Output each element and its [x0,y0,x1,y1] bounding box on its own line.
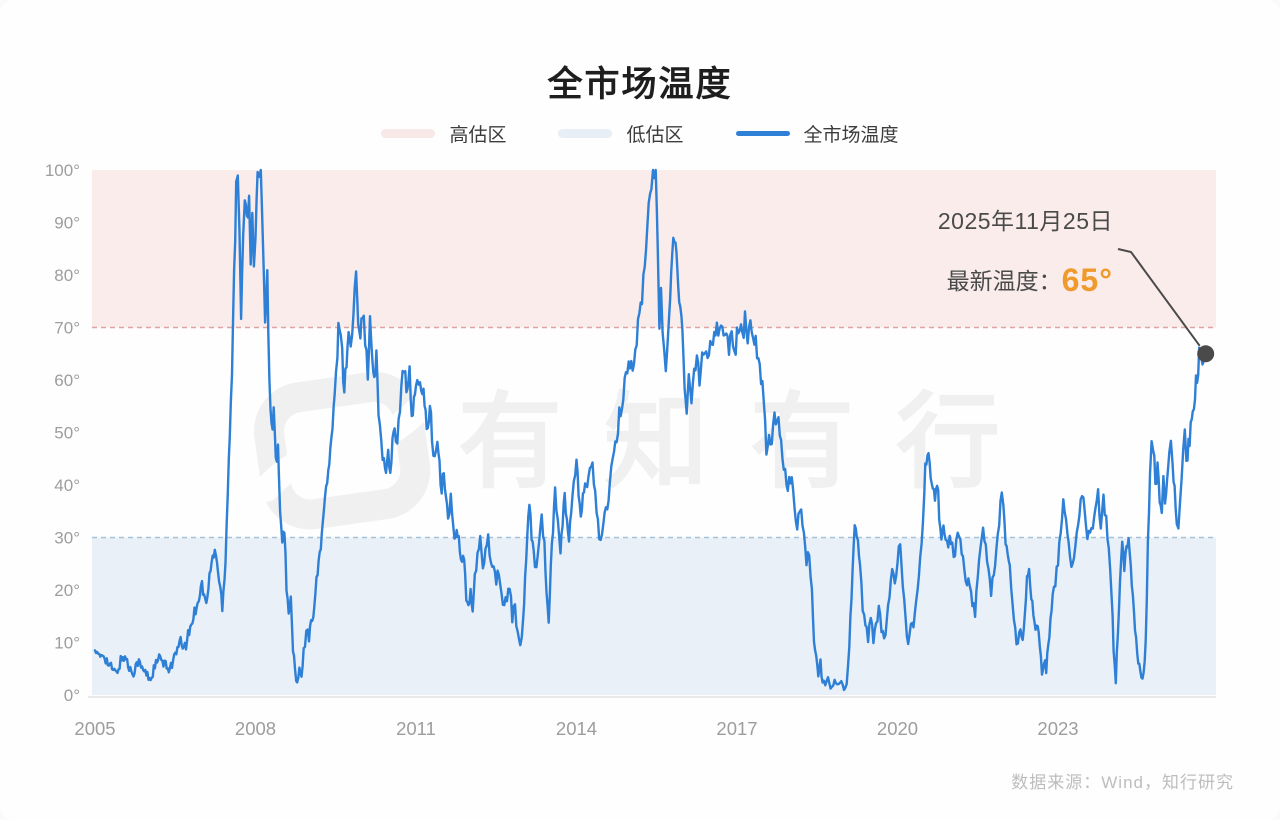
latest-temperature-label: 最新温度： [946,268,1062,294]
x-axis-tick-label: 2011 [396,718,436,739]
legend-label: 高估区 [449,125,507,146]
y-axis-tick-label: 50° [54,424,80,443]
latest-annotation: 2025年11月25日 最新温度：65° [938,202,1113,299]
y-axis-tick-label: 80° [54,266,80,285]
y-axis-tick-label: 0° [64,686,80,705]
x-axis-tick-label: 2017 [716,718,757,739]
latest-date: 2025年11月25日 [937,208,1113,234]
annotation-callout-line [1117,248,1201,347]
data-source-note: 数据来源：Wind，知行研究 [1011,773,1234,792]
latest-temperature: 最新温度：65° [938,262,1113,299]
legend-label: 低估区 [626,125,684,146]
x-axis-tick-label: 2020 [877,718,918,739]
overvalued-zone-band [92,170,1216,328]
x-axis-tick-label: 2023 [1037,718,1078,739]
chart-legend: 高估区 低估区 全市场温度 [0,120,1280,147]
latest-point-marker [1197,345,1215,363]
legend-item-undervalued-zone[interactable]: 低估区 [558,120,684,147]
chart-title: 全市场温度 [547,65,733,104]
temperature-line [93,168,1207,692]
watermark-logo-icon [253,371,433,530]
undervalued-zone-band [92,537,1216,695]
legend-item-temperature-line[interactable]: 全市场温度 [735,120,899,147]
temperature-line-swatch [735,131,790,136]
x-axis-tick-label: 2005 [74,718,115,739]
x-axis-tick-label: 2014 [556,718,597,739]
y-axis-tick-label: 40° [54,476,80,495]
y-axis-tick-label: 90° [54,214,80,233]
undervalued-zone-swatch [558,129,613,138]
y-axis-tick-label: 100° [45,161,80,180]
y-axis-tick-label: 30° [54,529,80,548]
y-axis-tick-label: 20° [54,581,80,600]
y-axis-tick-label: 10° [54,634,80,653]
overvalued-zone-swatch [381,129,436,138]
legend-item-overvalued-zone[interactable]: 高估区 [381,120,506,147]
legend-label: 全市场温度 [803,125,899,146]
watermark-text: 有知有行 [458,385,1042,501]
y-axis-tick-label: 70° [54,319,80,338]
x-axis-tick-label: 2008 [235,718,276,739]
latest-temperature-value: 65° [1061,262,1113,298]
y-axis-tick-label: 60° [54,371,80,390]
